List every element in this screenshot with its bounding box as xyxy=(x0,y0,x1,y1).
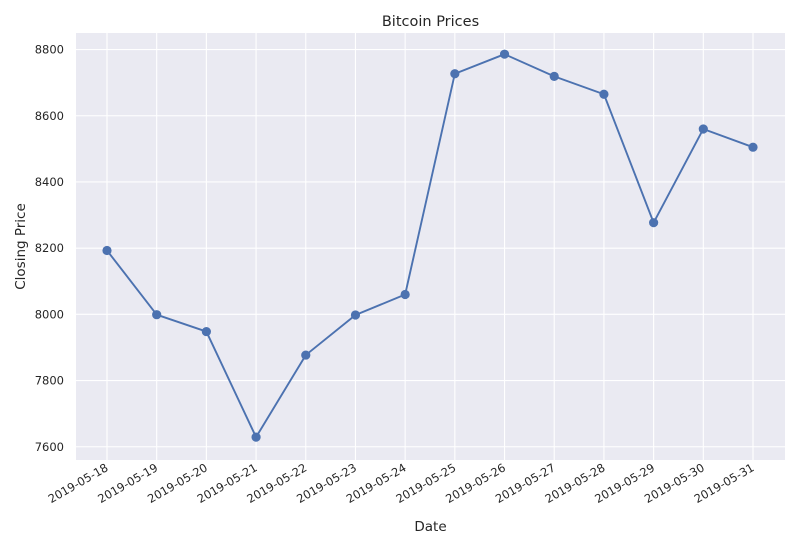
data-point xyxy=(301,350,311,360)
data-point xyxy=(201,326,211,337)
chart-title: Bitcoin Prices xyxy=(382,14,479,30)
data-point xyxy=(251,432,261,442)
data-point xyxy=(599,89,609,99)
data-point xyxy=(450,69,460,79)
data-point xyxy=(748,142,758,152)
data-point xyxy=(649,218,659,228)
data-point xyxy=(698,124,708,134)
data-point xyxy=(102,245,112,256)
y-tick-label: 7600 xyxy=(35,440,64,454)
plot-area xyxy=(76,33,785,460)
series-line xyxy=(106,53,754,439)
data-point xyxy=(499,49,510,59)
y-tick-label: 7800 xyxy=(35,374,64,388)
x-tick-labels: 2019-05-182019-05-192019-05-202019-05-21… xyxy=(46,460,757,506)
data-point xyxy=(549,71,559,81)
x-axis-label: Date xyxy=(414,519,446,535)
y-tick-label: 8800 xyxy=(35,43,64,57)
y-tick-label: 8600 xyxy=(35,109,64,123)
data-point xyxy=(152,310,162,320)
data-point xyxy=(400,289,410,300)
y-tick-label: 8400 xyxy=(35,175,64,189)
y-tick-label: 8000 xyxy=(35,307,64,321)
y-tick-labels: 7600 7800 8000 8200 8400 8600 8800 xyxy=(35,43,64,454)
data-point xyxy=(350,310,361,320)
y-tick-label: 8200 xyxy=(35,241,64,255)
y-axis-label: Closing Price xyxy=(13,203,29,290)
series-layer xyxy=(102,49,758,442)
